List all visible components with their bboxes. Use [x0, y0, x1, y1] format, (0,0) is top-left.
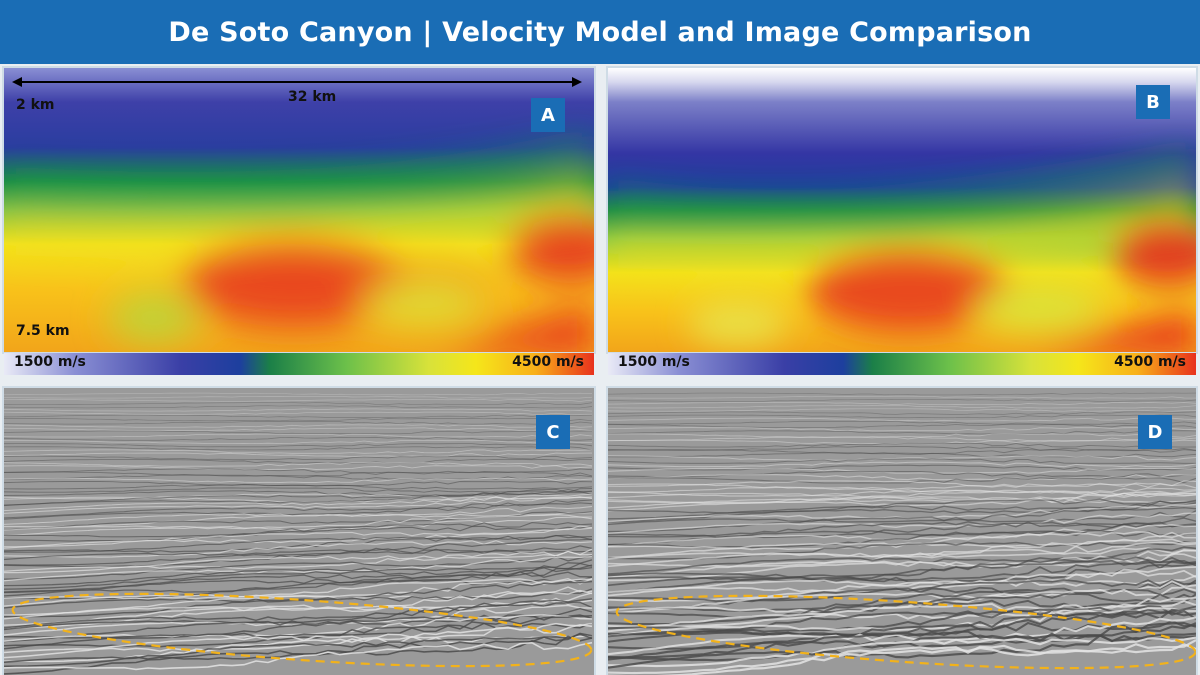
colorbar-a: 1500 m/s 4500 m/s: [4, 353, 594, 375]
colorbar-b: 1500 m/s 4500 m/s: [608, 353, 1196, 375]
colorbar-a-max-label: 4500 m/s: [512, 354, 584, 370]
seismic-panel-c: C: [4, 388, 594, 675]
panel-tag-b-text: B: [1146, 91, 1160, 113]
velocity-panel-b: B: [608, 68, 1196, 352]
colorbar-b-min-label: 1500 m/s: [618, 354, 690, 370]
top-depth-label: 2 km: [16, 97, 55, 113]
colorbar-a-min-label: 1500 m/s: [14, 354, 86, 370]
colorbar-b-gradient: [608, 353, 1196, 375]
scale-arrow: [12, 77, 582, 87]
panel-tag-c-text: C: [546, 421, 560, 443]
panel-tag-a: A: [531, 98, 565, 132]
seismic-panel-d: D: [608, 388, 1196, 675]
scale-length-label: 32 km: [288, 89, 337, 105]
panel-tag-d-text: D: [1147, 421, 1163, 443]
bottom-depth-label: 7.5 km: [16, 323, 70, 339]
seismic-image-d: [608, 388, 1196, 675]
highlight-ellipse-c: [11, 592, 593, 668]
page-title: De Soto Canyon | Velocity Model and Imag…: [168, 16, 1032, 48]
panel-tag-b: B: [1136, 85, 1170, 119]
panel-tag-a-text: A: [541, 104, 555, 126]
panel-tag-c: C: [536, 415, 570, 449]
colorbar-a-gradient: [4, 353, 594, 375]
velocity-model-a: [4, 68, 594, 352]
velocity-model-b: [608, 68, 1196, 352]
colorbar-b-max-label: 4500 m/s: [1114, 354, 1186, 370]
seismic-image-c: [4, 388, 594, 675]
velocity-panel-a: 32 km 2 km 7.5 km A: [4, 68, 594, 352]
panel-tag-d: D: [1138, 415, 1172, 449]
highlight-ellipse-d: [615, 594, 1196, 670]
page-title-bar: De Soto Canyon | Velocity Model and Imag…: [0, 0, 1200, 64]
